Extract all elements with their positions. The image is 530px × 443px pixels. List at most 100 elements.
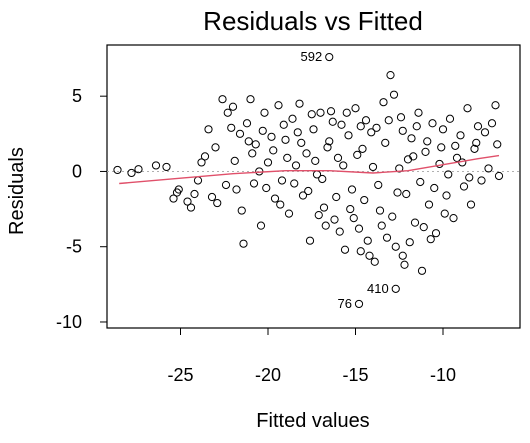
data-point xyxy=(354,224,364,233)
data-point xyxy=(339,161,348,170)
data-point xyxy=(431,229,441,238)
data-point xyxy=(333,153,343,162)
data-point xyxy=(361,116,371,125)
data-point xyxy=(269,146,278,155)
data-point xyxy=(391,242,400,251)
data-point xyxy=(342,108,351,117)
data-point xyxy=(244,137,253,146)
data-point xyxy=(298,191,308,200)
data-point xyxy=(412,122,421,131)
data-point xyxy=(235,129,245,138)
data-point xyxy=(351,104,360,113)
data-point xyxy=(197,158,206,167)
data-point xyxy=(484,164,493,173)
data-point xyxy=(367,128,376,137)
data-point xyxy=(335,227,344,236)
chart-title: Residuals vs Fitted xyxy=(203,6,423,36)
data-point xyxy=(417,266,427,275)
data-point xyxy=(452,153,462,162)
data-point xyxy=(398,126,407,135)
data-point xyxy=(451,141,460,150)
data-point xyxy=(393,188,402,197)
data-point xyxy=(223,108,232,117)
point-annotation: 410 xyxy=(367,281,389,296)
data-point xyxy=(151,161,161,170)
data-point xyxy=(463,104,472,113)
data-point xyxy=(381,138,390,147)
data-point xyxy=(396,113,406,122)
data-point xyxy=(349,214,358,223)
data-point xyxy=(391,284,400,293)
data-point xyxy=(277,176,287,185)
data-point xyxy=(237,206,246,215)
data-point xyxy=(305,236,315,245)
data-point xyxy=(419,223,428,232)
data-point xyxy=(440,209,449,218)
data-point xyxy=(421,147,430,156)
data-point xyxy=(211,143,220,152)
x-axis-label: Fitted values xyxy=(256,410,370,432)
data-point xyxy=(368,162,378,172)
data-point xyxy=(465,173,474,182)
data-point xyxy=(493,140,502,149)
smoother-line xyxy=(119,154,500,185)
x-tick-label: -25 xyxy=(167,365,193,385)
data-point xyxy=(267,132,276,141)
data-point xyxy=(256,221,266,230)
data-point xyxy=(356,122,365,131)
data-point xyxy=(263,158,273,167)
x-tick-label: -20 xyxy=(255,365,281,385)
data-point xyxy=(228,102,238,111)
data-point xyxy=(316,108,325,117)
data-point xyxy=(494,171,504,181)
data-point xyxy=(328,117,337,126)
data-point xyxy=(249,179,259,188)
data-point xyxy=(384,116,393,125)
data-point xyxy=(242,119,252,128)
data-point xyxy=(207,192,217,202)
data-point xyxy=(473,122,483,131)
data-point xyxy=(291,161,301,170)
data-point xyxy=(274,101,283,110)
data-point xyxy=(459,182,469,191)
data-point xyxy=(337,120,346,129)
data-point xyxy=(284,209,294,218)
data-point xyxy=(304,186,313,196)
data-point xyxy=(251,140,260,149)
data-point xyxy=(162,162,171,172)
data-point xyxy=(426,235,435,244)
data-point xyxy=(221,180,231,190)
data-point xyxy=(302,149,311,158)
data-point xyxy=(270,194,280,203)
data-point xyxy=(258,126,267,135)
data-point xyxy=(428,119,437,128)
data-point xyxy=(174,185,183,194)
data-point xyxy=(248,149,257,158)
data-point xyxy=(307,110,316,119)
data-point xyxy=(190,189,199,199)
data-point xyxy=(297,138,306,147)
data-point xyxy=(444,170,453,179)
data-point xyxy=(347,185,357,194)
data-point xyxy=(487,119,497,128)
data-point xyxy=(370,257,379,266)
data-point xyxy=(332,192,341,202)
data-point xyxy=(227,123,236,132)
data-point xyxy=(470,144,479,153)
data-point xyxy=(472,138,481,147)
data-point xyxy=(239,239,248,248)
data-point xyxy=(283,153,292,162)
data-point xyxy=(311,156,320,166)
data-point xyxy=(314,211,323,220)
data-point xyxy=(491,101,500,110)
data-point xyxy=(262,183,271,193)
data-point xyxy=(449,214,458,223)
data-point xyxy=(246,95,255,104)
data-point xyxy=(437,143,446,152)
data-point xyxy=(319,203,329,212)
data-point xyxy=(344,131,353,140)
x-tick-label: -15 xyxy=(342,365,368,385)
point-annotation: 76 xyxy=(338,296,352,311)
data-point xyxy=(169,194,178,203)
